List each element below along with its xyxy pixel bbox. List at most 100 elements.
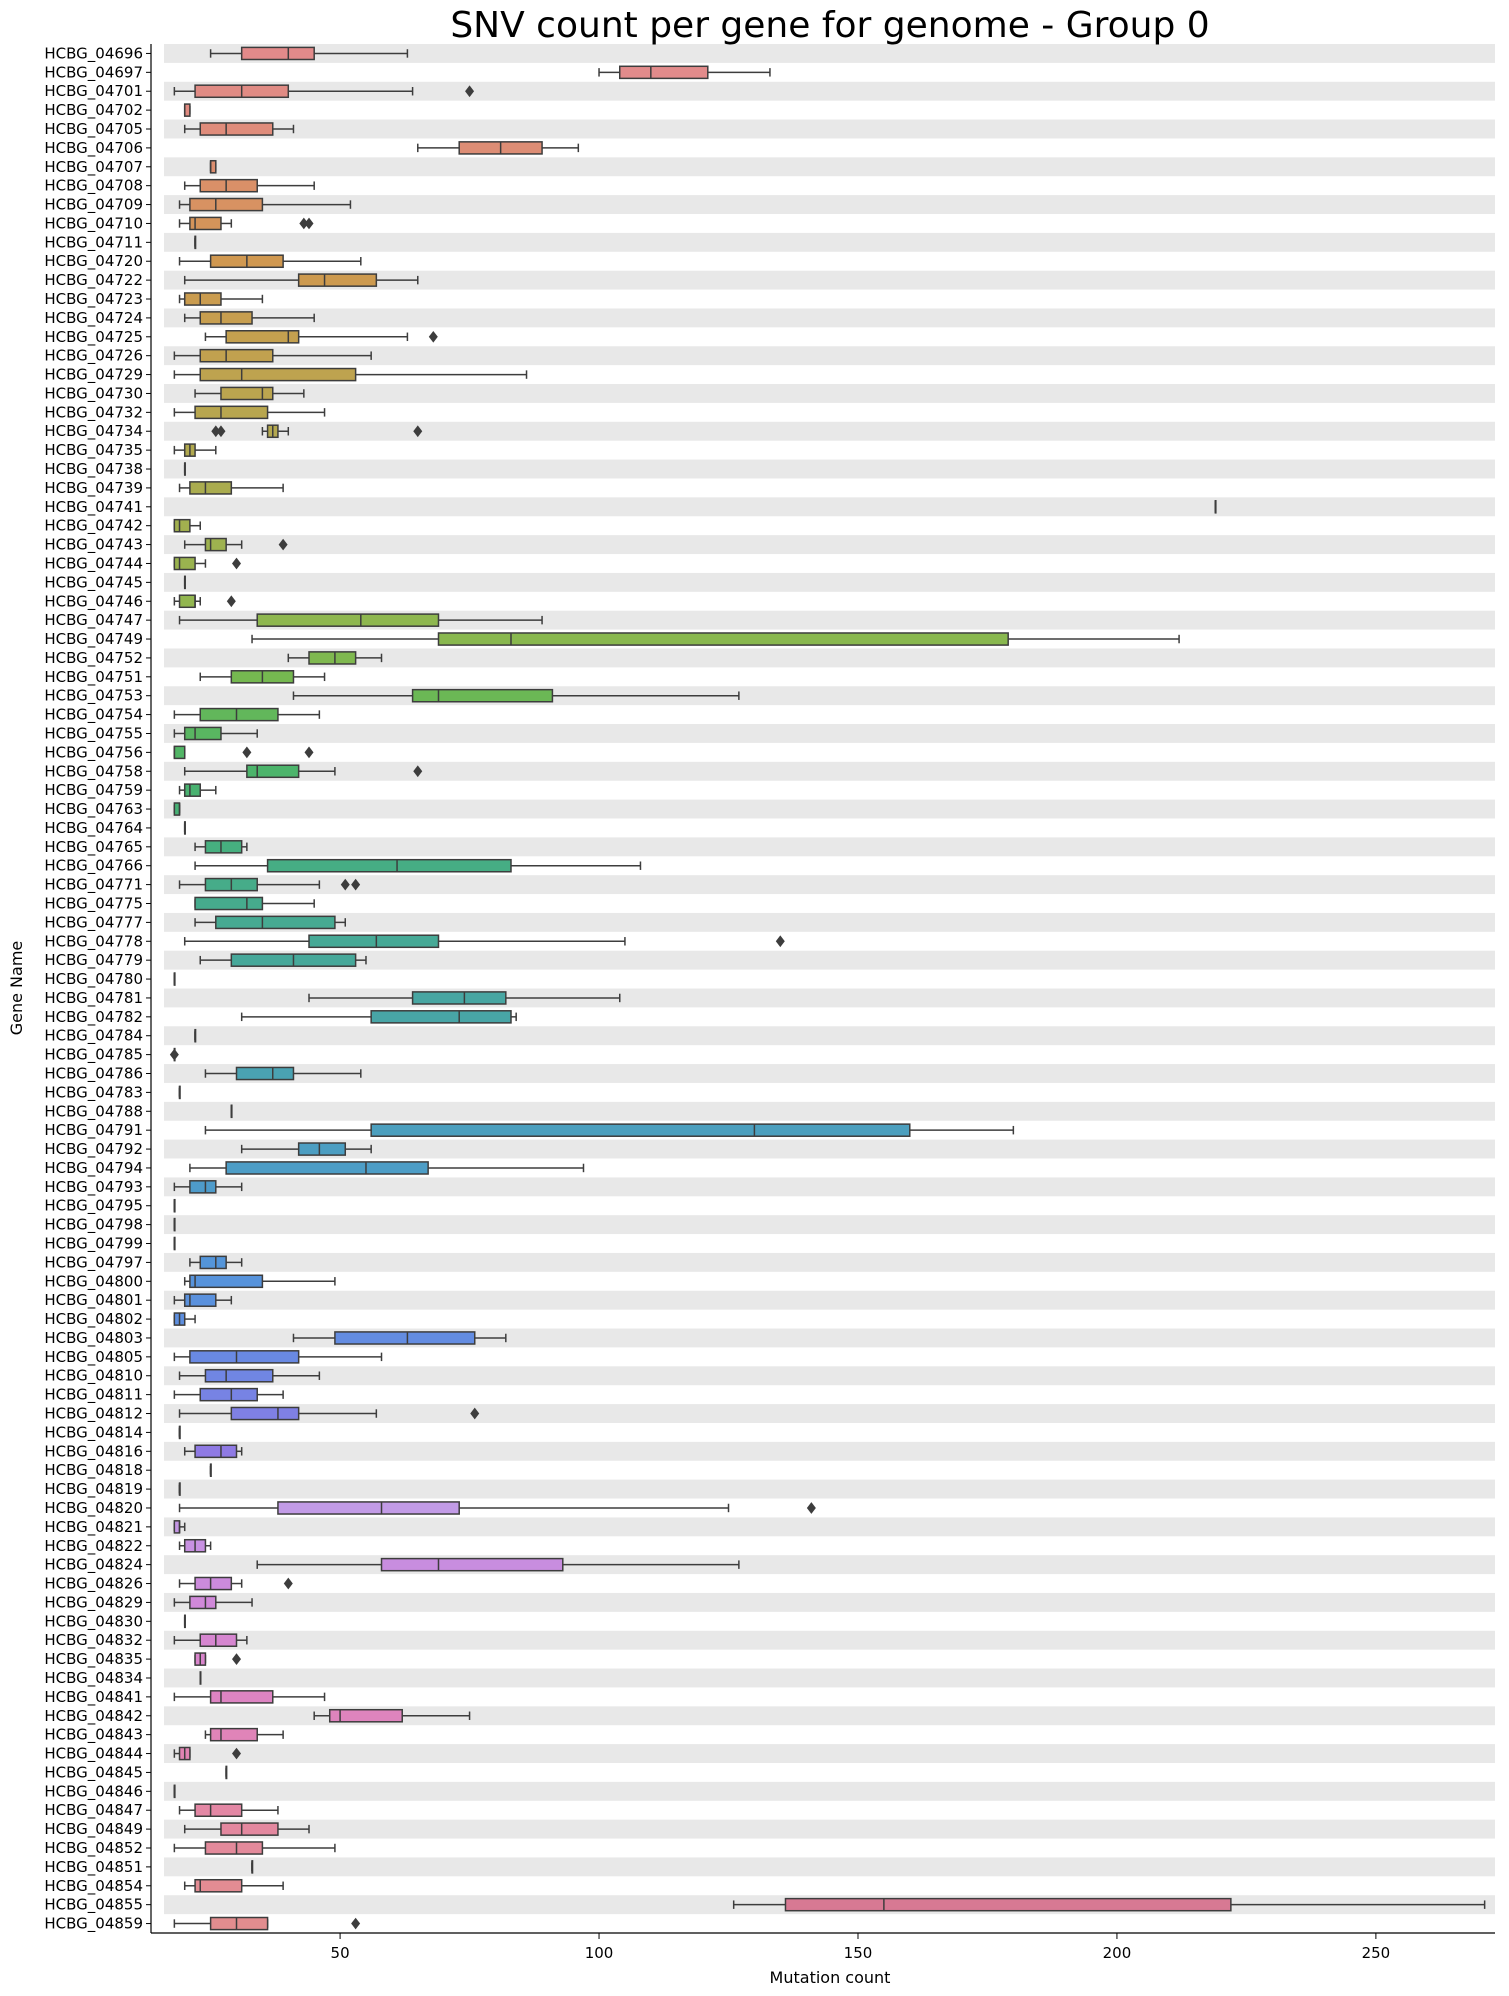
outlier-point: [232, 1653, 242, 1665]
gene-box-hcbg_04821: [173, 1520, 186, 1534]
row-band: [164, 1177, 1495, 1197]
gene-box-hcbg_04846: [173, 1784, 176, 1799]
row-band: [164, 837, 1495, 857]
outlier-point: [470, 1407, 480, 1420]
gene-label: HCBG_04855: [44, 1896, 143, 1915]
gene-box-hcbg_04705: [183, 122, 295, 136]
gene-label: HCBG_04747: [44, 611, 143, 630]
row-band: [164, 535, 1495, 555]
gene-box-hcbg_04696: [209, 46, 409, 61]
gene-box-hcbg_04810: [178, 1368, 321, 1383]
gene-label: HCBG_04802: [44, 1310, 143, 1329]
row-band: [164, 459, 1495, 479]
gene-box-hcbg_04854: [183, 1878, 284, 1893]
gene-box-hcbg_04820: [178, 1501, 816, 1515]
gene-label: HCBG_04849: [44, 1820, 143, 1839]
gene-box-hcbg_04743: [183, 537, 288, 552]
iqr-box: [204, 840, 243, 854]
gene-box-hcbg_04794: [189, 1161, 585, 1175]
gene-label: HCBG_04707: [44, 158, 143, 177]
row-band: [164, 346, 1495, 366]
gene-box-hcbg_04835: [194, 1652, 242, 1666]
gene-box-hcbg_04834: [199, 1671, 202, 1685]
outlier-point: [351, 1917, 361, 1930]
gene-box-hcbg_04803: [292, 1331, 507, 1345]
gene-label: HCBG_04724: [44, 309, 143, 328]
outlier-point: [304, 746, 314, 759]
iqr-box: [204, 537, 227, 552]
gene-label: HCBG_04755: [44, 724, 143, 743]
iqr-box: [308, 934, 440, 949]
iqr-box: [370, 1123, 911, 1137]
gene-label: HCBG_04785: [44, 1046, 143, 1065]
row-band: [164, 1101, 1495, 1121]
row-band: [164, 421, 1495, 441]
row-band: [164, 1706, 1495, 1726]
gene-box-hcbg_04845: [225, 1765, 228, 1780]
gene-label: HCBG_04729: [44, 366, 143, 385]
row-band: [164, 497, 1495, 517]
gene-box-hcbg_04711: [194, 235, 197, 250]
gene-label: HCBG_04814: [44, 1423, 143, 1442]
gene-label: HCBG_04735: [44, 441, 143, 460]
gene-box-hcbg_04814: [178, 1425, 181, 1440]
iqr-box: [189, 1180, 217, 1194]
row-bands: [164, 44, 1495, 1915]
iqr-box: [215, 915, 336, 930]
gene-label: HCBG_04801: [44, 1291, 143, 1310]
gene-box-hcbg_04800: [183, 1274, 336, 1289]
outlier-point: [211, 425, 221, 438]
row-band: [164, 572, 1495, 592]
gene-label: HCBG_04711: [44, 233, 143, 252]
gene-label: HCBG_04706: [44, 139, 143, 158]
row-band: [164, 1668, 1495, 1688]
gene-label: HCBG_04786: [44, 1065, 143, 1084]
iqr-box: [230, 1406, 300, 1421]
gene-label: HCBG_04741: [44, 498, 143, 517]
iqr-box: [194, 896, 264, 911]
gene-box-hcbg_04729: [173, 367, 528, 382]
gene-box-hcbg_04697: [598, 65, 771, 80]
iqr-box: [173, 518, 191, 533]
gene-label: HCBG_04696: [44, 44, 143, 63]
gene-label: HCBG_04702: [44, 101, 143, 120]
gene-box-hcbg_04799: [173, 1236, 176, 1251]
gene-box-hcbg_04765: [194, 840, 248, 854]
iqr-box: [189, 481, 233, 495]
outlier-point: [413, 425, 423, 438]
gene-label: HCBG_04709: [44, 196, 143, 215]
outlier-point: [413, 765, 423, 778]
gene-box-hcbg_04706: [417, 141, 580, 155]
gene-box-hcbg_04843: [204, 1727, 284, 1742]
outlier-point: [775, 935, 785, 948]
gene-box-hcbg_04735: [173, 443, 217, 457]
gene-label: HCBG_04765: [44, 838, 143, 857]
iqr-box: [199, 1387, 258, 1402]
gene-box-hcbg_04755: [173, 726, 258, 741]
gene-box-hcbg_04726: [173, 348, 372, 363]
outlier-point: [242, 746, 252, 759]
iqr-box: [199, 707, 279, 722]
gene-box-hcbg_04720: [178, 254, 362, 269]
y-axis-label: Gene Name: [7, 941, 26, 1036]
row-band: [164, 1404, 1495, 1423]
gene-label: HCBG_04734: [44, 422, 143, 441]
row-band: [164, 81, 1495, 101]
gene-box-hcbg_04802: [173, 1312, 196, 1326]
gene-box-hcbg_04709: [178, 197, 352, 212]
iqr-box: [183, 1293, 217, 1307]
gene-label: HCBG_04753: [44, 687, 143, 706]
gene-box-hcbg_04822: [178, 1538, 212, 1553]
gene-label: HCBG_04766: [44, 857, 143, 876]
iqr-box: [297, 273, 378, 287]
x-tick-label: 200: [1103, 1944, 1132, 1962]
row-band: [164, 1366, 1495, 1386]
gene-label: HCBG_04794: [44, 1159, 143, 1178]
iqr-box: [199, 367, 357, 382]
gene-label: HCBG_04797: [44, 1253, 143, 1272]
gene-label: HCBG_04752: [44, 649, 143, 668]
gene-label: HCBG_04792: [44, 1140, 143, 1159]
gene-box-hcbg_04725: [204, 330, 438, 344]
gene-label: HCBG_04708: [44, 177, 143, 196]
